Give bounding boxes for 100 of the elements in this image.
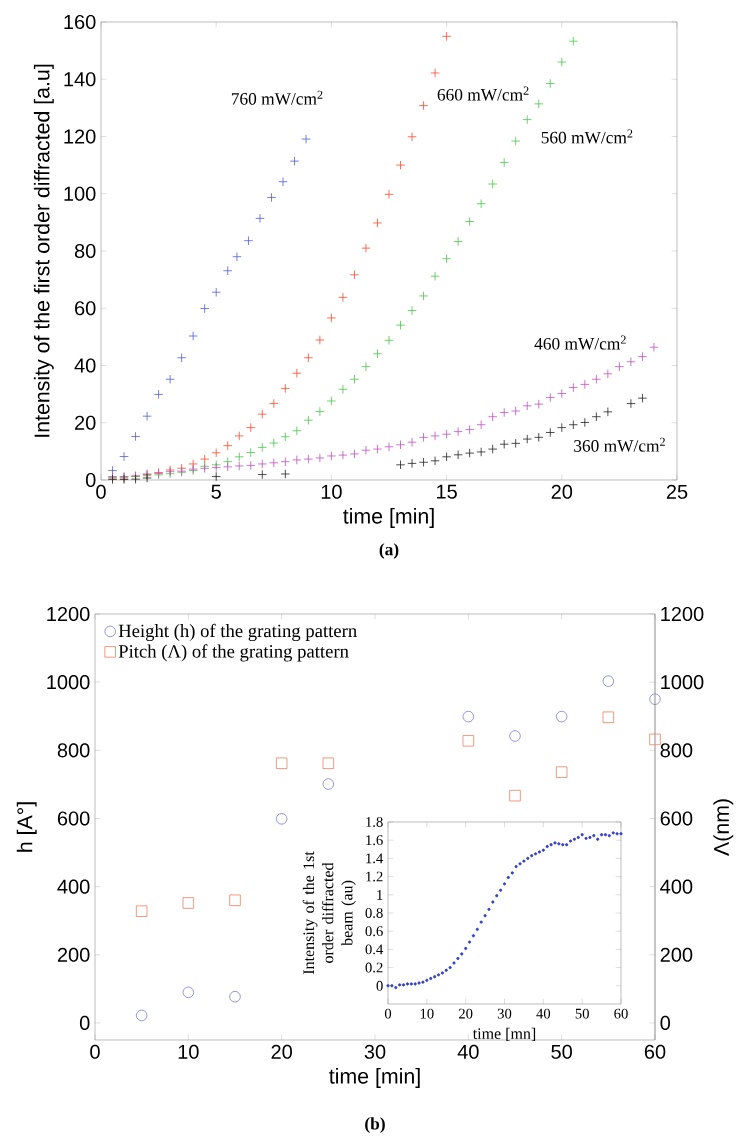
y-tick-label: 400 — [57, 879, 90, 894]
point — [234, 461, 244, 471]
point — [303, 454, 314, 464]
point — [229, 990, 241, 1003]
point — [200, 303, 210, 314]
point — [534, 99, 544, 109]
point — [430, 456, 440, 466]
y-tick-label: 1000 — [47, 675, 90, 690]
point — [349, 374, 360, 384]
point — [361, 243, 371, 253]
point — [499, 407, 509, 418]
point — [232, 252, 242, 262]
legend-label: Pitch (Λ) of the grating pattern — [118, 644, 349, 662]
point — [289, 156, 300, 166]
y-tick-label: 1200 — [47, 606, 90, 622]
point — [407, 437, 417, 447]
y-tick-label: 140 — [64, 72, 96, 87]
point — [476, 447, 486, 457]
y-axis-title: Intensity of the first order diffracted [a.u] — [33, 64, 54, 437]
point — [322, 778, 335, 790]
y2-tick-label: 200 — [660, 947, 693, 962]
point — [211, 471, 221, 482]
point — [511, 136, 521, 146]
point — [534, 432, 544, 443]
point — [349, 449, 360, 459]
point — [499, 157, 509, 168]
point — [395, 160, 406, 170]
x-tick-label: 20 — [458, 1008, 473, 1019]
series-label: 360 mW/cm$^{2}$ — [574, 437, 665, 452]
y-tick-label: 1 — [377, 889, 383, 900]
x-axis-title: time [min] — [329, 1068, 420, 1088]
point — [165, 374, 175, 384]
point — [280, 469, 290, 479]
point — [135, 905, 148, 917]
x-tick-label: 50 — [551, 1044, 572, 1059]
point — [234, 452, 244, 462]
series-label: 560 mW/cm$^{2}$ — [541, 129, 633, 144]
point — [488, 444, 498, 454]
series-label: 660 mW/cm$^{2}$ — [437, 86, 529, 101]
y-tick-label: 0 — [376, 980, 383, 991]
y-tick-label: 1.2 — [366, 871, 383, 882]
x-axis-title: time [min] — [343, 508, 434, 528]
point — [476, 420, 486, 430]
y-axis-title: h [A°] — [16, 802, 37, 852]
y2-axis-title: Λ(nm) — [713, 799, 734, 856]
point — [522, 434, 532, 444]
x-tick-label: 0 — [384, 1008, 392, 1019]
point — [322, 757, 335, 769]
y-tick-label: 20 — [75, 415, 96, 430]
point — [338, 292, 348, 303]
point — [557, 388, 567, 399]
point — [326, 313, 337, 323]
point — [418, 432, 429, 443]
point — [384, 335, 394, 345]
point — [555, 710, 568, 723]
point — [292, 455, 302, 465]
point — [626, 357, 636, 367]
point — [509, 789, 521, 802]
point — [430, 431, 440, 441]
point — [441, 452, 452, 462]
point — [522, 114, 532, 125]
y-tick-label: 100 — [64, 186, 96, 201]
point — [441, 429, 452, 439]
point — [557, 57, 567, 67]
point — [522, 401, 532, 411]
point — [407, 305, 417, 316]
series-label: 760 mW/cm$^{2}$ — [231, 90, 323, 105]
point — [602, 711, 615, 723]
point — [649, 733, 661, 746]
x-tick-label: 25 — [666, 484, 688, 499]
y-tick-label: 1.8 — [366, 817, 383, 827]
x-tick-label: 40 — [457, 1044, 479, 1059]
point — [301, 134, 311, 144]
point — [603, 369, 613, 379]
point — [246, 447, 256, 458]
point — [568, 420, 578, 430]
point — [303, 415, 314, 425]
point — [649, 693, 661, 705]
x-tick-label: 10 — [420, 1008, 434, 1019]
point — [223, 440, 233, 451]
y2-tick-label: 800 — [660, 743, 693, 758]
point — [257, 459, 267, 469]
point — [534, 399, 544, 409]
y-tick-label: 0.2 — [365, 962, 383, 973]
point — [418, 457, 429, 467]
y-tick-label: 200 — [57, 947, 90, 962]
x-tick-label: 50 — [575, 1008, 589, 1019]
point — [372, 444, 383, 454]
x-tick-label: 15 — [437, 484, 457, 499]
point — [637, 351, 648, 362]
point — [278, 177, 288, 187]
point — [315, 335, 325, 345]
point — [326, 451, 337, 461]
point — [200, 454, 210, 464]
point — [361, 445, 371, 455]
point — [545, 392, 555, 403]
point — [338, 450, 348, 460]
point — [395, 460, 406, 470]
point — [338, 384, 348, 394]
point — [568, 382, 578, 393]
